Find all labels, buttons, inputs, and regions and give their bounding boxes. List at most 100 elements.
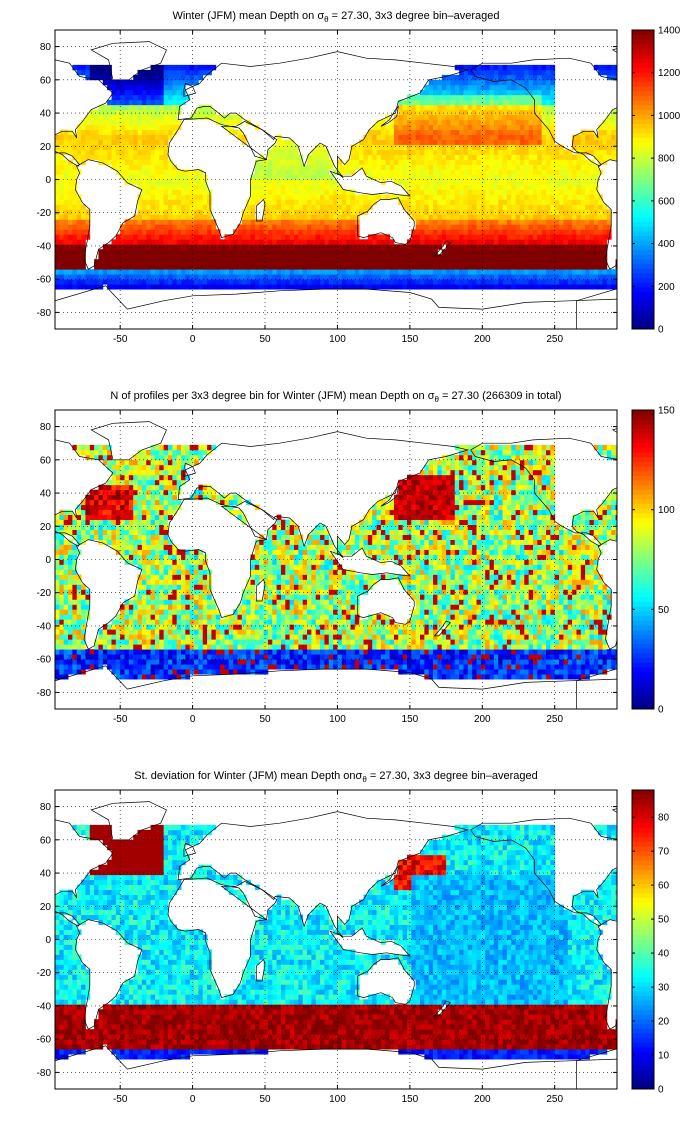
heatmap-cell bbox=[141, 509, 147, 516]
heatmap-cell bbox=[454, 139, 460, 146]
heatmap-cell bbox=[480, 149, 486, 155]
heatmap-cell bbox=[498, 239, 503, 245]
heatmap-cell bbox=[415, 149, 421, 155]
heatmap-cell bbox=[593, 239, 599, 245]
grid bbox=[55, 30, 617, 329]
heatmap-cell bbox=[55, 619, 60, 625]
heatmap-cell bbox=[476, 99, 482, 106]
heatmap-cell bbox=[393, 149, 399, 155]
colorbar-segment bbox=[632, 314, 654, 321]
heatmap-cell bbox=[111, 139, 117, 146]
heatmap-cell bbox=[307, 214, 312, 220]
heatmap-cell bbox=[55, 634, 60, 640]
heatmap-cell bbox=[293, 149, 299, 155]
heatmap-cell bbox=[537, 194, 543, 200]
heatmap-cell bbox=[289, 139, 295, 146]
heatmap-cell bbox=[576, 144, 582, 150]
heatmap-cell bbox=[546, 104, 551, 111]
heatmap-cell bbox=[393, 139, 399, 146]
heatmap-cell bbox=[572, 239, 577, 245]
heatmap-cell bbox=[393, 179, 399, 185]
heatmap-cell bbox=[146, 639, 151, 645]
heatmap-cell bbox=[528, 149, 534, 155]
heatmap-cell bbox=[81, 609, 86, 615]
heatmap-cell bbox=[532, 174, 538, 180]
heatmap-cell bbox=[446, 94, 451, 101]
heatmap-cell bbox=[519, 254, 525, 260]
heatmap-cell bbox=[576, 274, 582, 280]
heatmap-cell bbox=[202, 184, 208, 190]
heatmap-cell bbox=[115, 99, 121, 106]
heatmap-cell bbox=[159, 174, 165, 180]
heatmap-cell bbox=[467, 109, 473, 116]
colorbar-segment bbox=[632, 310, 654, 316]
heatmap-cell bbox=[194, 189, 199, 195]
heatmap-cell bbox=[559, 219, 564, 225]
heatmap-cell bbox=[433, 99, 438, 106]
heatmap-cell bbox=[259, 189, 264, 195]
heatmap-cell bbox=[389, 119, 395, 126]
heatmap-cell bbox=[489, 264, 495, 270]
heatmap-cell bbox=[228, 114, 234, 121]
heatmap-cell bbox=[420, 224, 425, 230]
heatmap-cell bbox=[298, 219, 304, 225]
heatmap-cell bbox=[55, 229, 60, 235]
heatmap-cell bbox=[85, 274, 91, 280]
heatmap-cell bbox=[537, 259, 543, 265]
heatmap-cell bbox=[89, 149, 95, 155]
heatmap-cell bbox=[367, 194, 373, 200]
heatmap-cell bbox=[537, 274, 543, 280]
chart-title: N of profiles per 3x3 degree bin for Win… bbox=[110, 390, 561, 404]
heatmap-cell bbox=[59, 599, 65, 605]
heatmap-cell bbox=[285, 249, 291, 255]
heatmap-cell bbox=[385, 254, 390, 260]
heatmap-cell bbox=[293, 264, 299, 270]
heatmap-cell bbox=[111, 484, 117, 491]
heatmap-cell bbox=[415, 94, 421, 101]
heatmap-cell bbox=[515, 124, 521, 131]
heatmap-cell bbox=[472, 94, 477, 101]
heatmap-cell bbox=[111, 629, 117, 635]
heatmap-cell bbox=[159, 199, 165, 205]
heatmap-cell bbox=[506, 149, 512, 155]
heatmap-cell bbox=[120, 629, 125, 635]
heatmap-cell bbox=[250, 219, 256, 225]
heatmap-cell bbox=[563, 204, 569, 210]
heatmap-cell bbox=[385, 124, 390, 131]
heatmap-cell bbox=[167, 279, 173, 285]
heatmap-cell bbox=[176, 74, 182, 81]
heatmap-cell bbox=[298, 154, 304, 160]
heatmap-cell bbox=[63, 139, 69, 146]
heatmap-cell bbox=[359, 209, 364, 215]
heatmap-cell bbox=[480, 239, 486, 245]
heatmap-cell bbox=[146, 69, 151, 76]
heatmap-cell bbox=[485, 219, 490, 225]
heatmap-cell bbox=[476, 154, 482, 160]
heatmap-cell bbox=[489, 224, 495, 230]
heatmap-cell bbox=[380, 284, 386, 290]
heatmap-cell bbox=[176, 184, 182, 190]
heatmap-cell bbox=[198, 274, 204, 280]
heatmap-cell bbox=[441, 209, 447, 215]
heatmap-cell bbox=[159, 89, 165, 96]
heatmap-cell bbox=[55, 584, 60, 590]
heatmap-cell bbox=[267, 279, 273, 285]
heatmap-cell bbox=[137, 509, 143, 516]
heatmap-cell bbox=[567, 149, 573, 155]
heatmap-cell bbox=[572, 194, 577, 200]
heatmap-cell bbox=[263, 184, 269, 190]
heatmap-cell bbox=[102, 109, 108, 116]
heatmap-cell bbox=[424, 99, 430, 106]
heatmap-cell bbox=[315, 259, 321, 265]
heatmap-cell bbox=[337, 249, 343, 255]
heatmap-cell bbox=[480, 79, 486, 86]
heatmap-cell bbox=[546, 79, 551, 86]
heatmap-cell bbox=[228, 254, 234, 260]
heatmap-cell bbox=[120, 474, 125, 481]
heatmap-cell bbox=[111, 509, 117, 516]
heatmap-cell bbox=[141, 114, 147, 121]
heatmap-cell bbox=[606, 284, 612, 290]
heatmap-cell bbox=[224, 239, 230, 245]
heatmap-cell bbox=[224, 284, 230, 290]
heatmap-cell bbox=[76, 644, 82, 650]
